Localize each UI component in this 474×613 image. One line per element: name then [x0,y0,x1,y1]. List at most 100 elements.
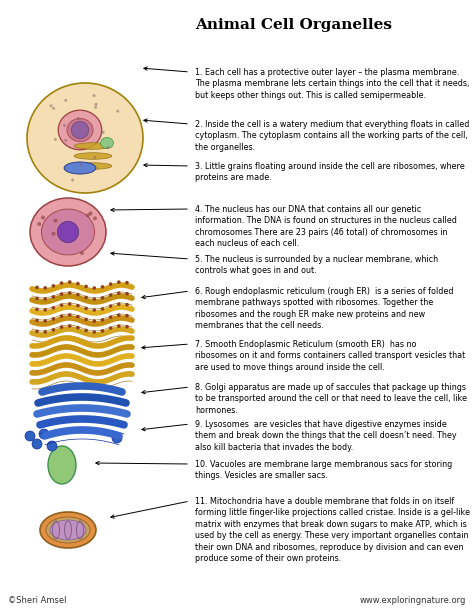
Ellipse shape [41,209,95,255]
Circle shape [76,282,80,286]
Circle shape [92,319,96,323]
Circle shape [32,439,42,449]
Circle shape [92,297,96,301]
Circle shape [109,283,112,286]
Circle shape [64,99,67,102]
Circle shape [92,330,96,334]
Circle shape [76,315,80,318]
Circle shape [93,156,97,159]
Circle shape [60,303,64,307]
Circle shape [54,219,57,223]
Circle shape [35,330,39,333]
Circle shape [117,302,120,306]
Circle shape [94,105,97,109]
Circle shape [76,304,80,307]
Text: 7. Smooth Endoplasmic Reticulum (smooth ER)  has no
ribosomes on it and forms co: 7. Smooth Endoplasmic Reticulum (smooth … [195,340,465,372]
Text: 11. Mitochondria have a double membrane that folds in on itself
forming little f: 11. Mitochondria have a double membrane … [195,497,470,563]
Circle shape [35,308,39,311]
Circle shape [44,319,47,322]
Circle shape [57,221,79,243]
Circle shape [60,281,64,285]
Text: 3. Little grains floating around inside the cell are ribosomes, where
proteins a: 3. Little grains floating around inside … [195,162,465,183]
Circle shape [60,326,64,329]
Circle shape [92,94,96,97]
Circle shape [44,308,47,311]
Circle shape [76,293,80,297]
Circle shape [64,139,67,142]
Ellipse shape [50,520,86,540]
Circle shape [125,303,129,306]
Circle shape [93,216,97,220]
Circle shape [100,307,104,311]
Circle shape [109,294,112,297]
Circle shape [68,291,72,295]
Circle shape [54,138,57,141]
Text: 2. Inside the cell is a watery medium that everything floats in called
cytoplasm: 2. Inside the cell is a watery medium th… [195,120,469,152]
Circle shape [117,291,120,295]
Text: ©Sheri Amsel: ©Sheri Amsel [8,596,66,605]
Circle shape [92,286,96,290]
Circle shape [71,121,89,139]
Text: 9. Lysosomes  are vesicles that have digestive enzymes inside
them and break dow: 9. Lysosomes are vesicles that have dige… [195,420,456,452]
Text: 4. The nucleus has our DNA that contains all our genetic
information. The DNA is: 4. The nucleus has our DNA that contains… [195,205,457,248]
Circle shape [35,297,39,300]
Circle shape [100,285,104,289]
Circle shape [84,295,88,299]
Ellipse shape [30,198,106,266]
Circle shape [52,295,55,299]
Circle shape [44,297,47,300]
Circle shape [125,292,129,295]
Circle shape [84,318,88,321]
Ellipse shape [58,110,102,150]
Circle shape [52,107,55,110]
Circle shape [117,280,120,284]
Circle shape [44,330,47,333]
Circle shape [52,328,55,332]
Circle shape [80,251,84,255]
Ellipse shape [67,118,93,142]
Circle shape [125,325,129,329]
Circle shape [116,110,119,113]
Circle shape [100,329,104,333]
Circle shape [117,313,120,317]
Ellipse shape [74,153,112,159]
Circle shape [109,315,112,319]
Circle shape [63,124,66,127]
Circle shape [84,329,88,332]
Text: 1. Each cell has a protective outer layer – the plasma membrane.
The plasma memb: 1. Each cell has a protective outer laye… [195,68,469,100]
Circle shape [52,284,55,287]
Circle shape [52,232,55,236]
Circle shape [101,131,105,134]
Circle shape [92,308,96,312]
Circle shape [41,216,45,219]
Circle shape [39,429,49,439]
Circle shape [60,314,64,318]
Circle shape [68,313,72,317]
Circle shape [35,319,39,322]
Circle shape [125,314,129,318]
Circle shape [84,306,88,310]
Circle shape [52,306,55,310]
Circle shape [106,146,109,149]
Circle shape [109,326,112,330]
Ellipse shape [64,162,96,174]
Text: www.exploringnature.org: www.exploringnature.org [360,596,466,605]
Ellipse shape [74,162,112,169]
Ellipse shape [46,517,90,543]
Circle shape [68,280,72,284]
Circle shape [47,441,57,451]
Circle shape [50,104,53,107]
Circle shape [44,286,47,290]
Circle shape [89,211,92,215]
Circle shape [76,326,80,329]
Circle shape [52,317,55,321]
Ellipse shape [74,143,112,150]
Ellipse shape [100,137,113,148]
Ellipse shape [40,512,96,548]
Ellipse shape [48,446,76,484]
Text: Animal Cell Organelles: Animal Cell Organelles [195,18,392,32]
Ellipse shape [27,83,143,193]
Circle shape [68,302,72,306]
Text: 8. Golgi apparatus are made up of saccules that package up things
to be transpor: 8. Golgi apparatus are made up of saccul… [195,383,467,415]
Circle shape [37,222,41,226]
